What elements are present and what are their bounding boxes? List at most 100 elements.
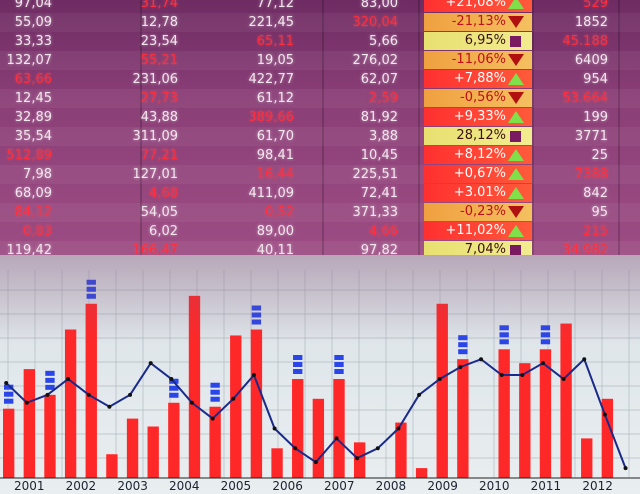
table-cell: 98,41 (256, 148, 294, 163)
table-cell: 2,59 (369, 91, 398, 106)
table-cell: 166,47 (132, 243, 179, 258)
line-point (540, 361, 545, 366)
table-cell: 35,54 (14, 129, 52, 144)
change-percent: -0,56% (460, 90, 506, 105)
chart-bar (168, 402, 180, 478)
table-cell: 215 (583, 224, 608, 239)
line-point (272, 426, 277, 431)
chart-bar (312, 398, 325, 478)
column-separator (618, 0, 620, 260)
chart-bar (64, 329, 77, 478)
x-tick-label: 2012 (582, 479, 613, 493)
bar-marker (4, 398, 14, 404)
table-row: 7,98 127,01 16,44 225,51 7388 +0,67% (0, 165, 640, 184)
line-point (602, 412, 607, 417)
line-point (293, 446, 298, 451)
line-point (437, 377, 442, 381)
line-point (499, 373, 504, 378)
table-row: 132,07 55,21 19,05 276,02 6409 -11,06% (0, 51, 640, 70)
table-row: 68,09 4,68 411,09 72,41 842 +3.01% (0, 184, 640, 203)
down-arrow-icon (508, 206, 524, 218)
bar-marker (540, 332, 551, 338)
chart-bar (353, 442, 366, 478)
table-cell: 6,02 (149, 224, 178, 239)
table-cell: 34.982 (562, 243, 609, 258)
table-cell: 1852 (574, 15, 608, 30)
change-percent: +3.01% (453, 185, 506, 200)
change-percent: +8,12% (453, 147, 506, 162)
table-cell: 10,45 (360, 148, 398, 163)
table-cell: 3771 (574, 129, 608, 144)
table-row: 32,89 43,88 389,66 81,92 199 +9,33% (0, 108, 640, 127)
bar-marker (293, 362, 303, 367)
bar-marker (334, 362, 344, 367)
square-icon (508, 130, 522, 142)
change-percent: -21,13% (451, 14, 506, 29)
bar-marker (334, 369, 344, 374)
change-percent: 28,12% (456, 128, 506, 143)
table-cell: 127,01 (132, 167, 179, 182)
x-tick-label: 2002 (66, 479, 97, 493)
bar-marker (293, 355, 303, 360)
table-cell: 7388 (574, 167, 608, 182)
chart-bar (147, 426, 159, 478)
line-point (458, 365, 463, 370)
bar-marker (45, 384, 55, 390)
change-cell: 7,04% (424, 241, 532, 259)
change-cell: 6,95% (424, 32, 532, 50)
chart-bar (44, 394, 56, 478)
x-tick-label: 2001 (14, 479, 45, 493)
change-percent: -11,06% (451, 52, 506, 67)
table-cell: 19,05 (256, 53, 294, 68)
bar-marker (499, 332, 509, 338)
chart-bar (3, 408, 15, 478)
line-point (375, 446, 380, 451)
table-cell: 31,74 (140, 0, 178, 11)
chart-bar (333, 379, 345, 478)
table-cell: 27,73 (140, 91, 178, 106)
bar-marker (45, 377, 55, 383)
change-cell: -11,06% (424, 51, 532, 69)
change-cell: 28,12% (424, 127, 532, 145)
x-tick-label: 2004 (169, 479, 200, 493)
change-cell: -21,13% (424, 13, 532, 31)
change-percent: +21,08% (445, 0, 506, 10)
table-row: 33,33 23,54 65,11 5,66 45.188 6,95% (0, 32, 640, 51)
line-point (210, 416, 215, 421)
chart-bar (209, 406, 221, 478)
table-cell: 77,12 (256, 0, 294, 11)
change-cell: -0,56% (424, 89, 532, 107)
line-point (128, 392, 133, 397)
up-arrow-icon (508, 111, 524, 123)
table-cell: 3,88 (369, 129, 398, 144)
x-tick-label: 2003 (117, 479, 148, 493)
x-tick-label: 2011 (531, 479, 562, 493)
table-cell: 389,66 (248, 110, 295, 125)
table-cell: 33,33 (14, 34, 52, 49)
line-point (623, 466, 628, 471)
line-point (479, 357, 484, 362)
down-arrow-icon (508, 54, 524, 66)
chart-bar (415, 468, 428, 478)
line-point (396, 426, 401, 431)
chart-bar (106, 454, 118, 478)
down-arrow-icon (508, 16, 524, 28)
table-cell: 77,21 (140, 148, 178, 163)
table-cell: 83,00 (360, 0, 398, 11)
line-point (169, 377, 174, 381)
bar-marker (540, 339, 551, 345)
up-arrow-icon (508, 149, 524, 161)
chart-bar (188, 295, 201, 478)
down-arrow-icon (508, 92, 524, 104)
table-cell: 422,77 (248, 72, 295, 87)
table-reflection (0, 255, 640, 345)
bar-marker (458, 335, 468, 341)
table-cell: 95 (591, 205, 608, 220)
bar-marker (86, 286, 96, 292)
change-cell: +3.01% (424, 184, 532, 202)
line-point (45, 392, 50, 397)
table-cell: 61,70 (256, 129, 294, 144)
up-arrow-icon (508, 73, 524, 85)
